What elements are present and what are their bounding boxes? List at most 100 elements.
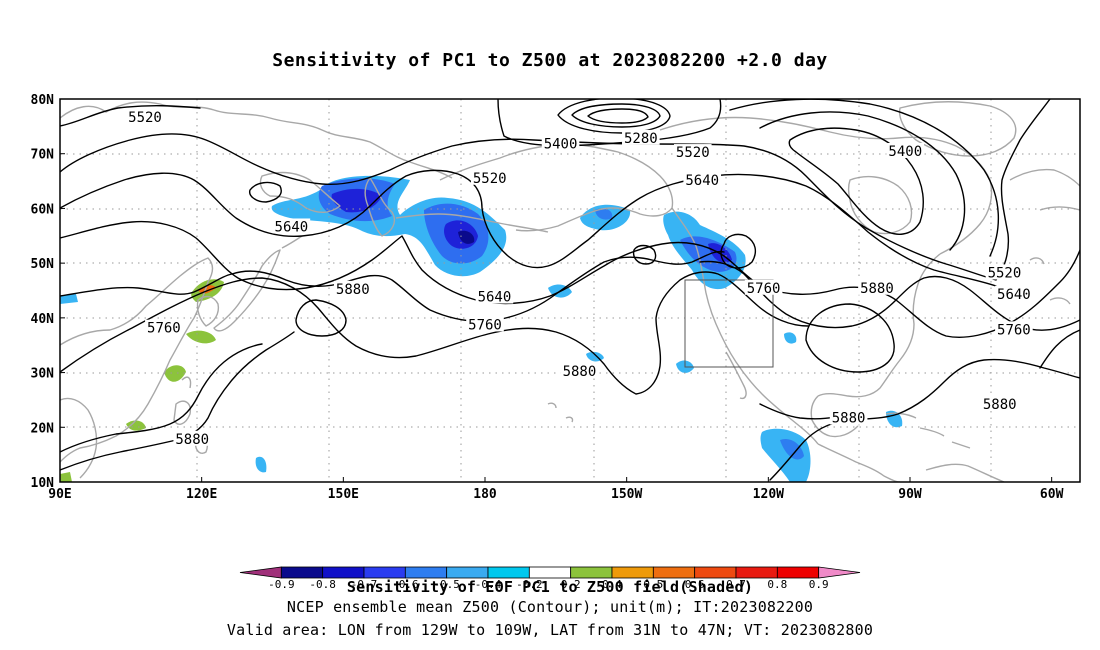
contour-label: 5520 <box>988 265 1022 281</box>
coastlines <box>60 101 1080 482</box>
colorbar-swatch <box>239 566 282 579</box>
axis-labels: 90E 120E 150E 180 150W 120W 90W 60W 10N 20N 30N 40N… <box>31 93 1064 502</box>
x-tick-label: 120W <box>753 487 784 502</box>
contour-label: 5640 <box>275 219 309 235</box>
contour-label: 5280 <box>624 131 658 147</box>
contour-label: 5640 <box>685 173 719 189</box>
contour-label: 5880 <box>336 282 370 298</box>
coast-china-east <box>60 257 214 463</box>
coast-alaska <box>439 143 674 232</box>
colorbar-tick-label: -0.4 <box>475 578 502 591</box>
contour-labels: 5520 5400 5280 5520 5520 5640 5400 5640 5880 5640… <box>126 109 1033 448</box>
colorbar-tick-label: -0.8 <box>309 578 336 591</box>
contour-label-bg <box>995 285 1033 301</box>
contour-label-bg <box>980 395 1019 411</box>
colorbar-swatch <box>694 566 737 579</box>
grid-lines <box>60 99 1080 482</box>
contour-label-bg <box>145 319 183 335</box>
shade-pacific-northwest <box>271 175 507 277</box>
y-tick-label: 80N <box>31 93 55 108</box>
colorbar-swatch <box>776 566 820 579</box>
colorbar-swatch <box>818 566 861 579</box>
coast-caribbean <box>885 412 971 449</box>
coast-atlantic-islands <box>1029 257 1071 305</box>
contour-5880-florida <box>1039 329 1080 369</box>
y-tick-label: 10N <box>31 476 55 491</box>
coast-hudson-bay <box>847 175 913 235</box>
contour-label: 5760 <box>468 317 502 333</box>
contour-label-bg <box>985 264 1024 280</box>
contour-label: 5640 <box>478 290 512 306</box>
coast-central-america <box>817 443 901 482</box>
colorbar-tick-label: 0.4 <box>602 578 622 591</box>
colorbar-swatch <box>611 566 654 579</box>
contour-label: 5400 <box>544 136 578 152</box>
contour-label-bg <box>622 129 660 145</box>
x-tick-label: 150W <box>611 487 642 502</box>
colorbar-tick-label: 0.8 <box>767 578 787 591</box>
coast-okhotsk <box>259 171 341 213</box>
contour-label: 5880 <box>860 281 894 297</box>
coast-canada-arctic <box>659 116 993 255</box>
caption-valid-area: Valid area: LON from 129W to 109W, LAT f… <box>226 621 874 639</box>
x-tick-label: 60W <box>1040 487 1064 502</box>
sensitivity-shading <box>60 175 903 482</box>
colorbar-tick-label: 0.7 <box>726 578 746 591</box>
contour-5400-canada-outer <box>759 111 966 251</box>
coast-gulf-mexico <box>810 395 859 438</box>
contour-label-bg <box>744 279 783 295</box>
contour-label: 5520 <box>676 145 710 161</box>
y-tick-label: 20N <box>31 421 55 436</box>
x-tick-label: 90E <box>48 487 71 502</box>
contour-5880-subtropical <box>769 358 1080 481</box>
colorbar-swatch <box>487 566 530 579</box>
contour-label-bg <box>466 316 504 332</box>
colorbar-tick-label: -0.5 <box>433 578 460 591</box>
colorbar-swatch <box>446 566 489 579</box>
contour-5880-low-wave <box>60 271 809 395</box>
contour-5280-ring-1 <box>557 99 671 134</box>
x-tick-label: 150E <box>328 487 359 502</box>
contour-label: 5880 <box>832 410 866 426</box>
colorbar-swatch <box>570 566 613 579</box>
y-tick-label: 60N <box>31 202 55 217</box>
colorbar-tick-label: -0.2 <box>516 578 543 591</box>
contour-label-bg <box>173 430 212 446</box>
contour-label-bg <box>995 321 1033 337</box>
coast-newfoundland-europe <box>1009 168 1080 211</box>
x-tick-label: 120E <box>186 487 217 502</box>
contour-label: 5640 <box>997 287 1031 303</box>
figure-title: Sensitivity of PC1 to Z500 at 2023082200… <box>272 50 828 71</box>
contour-label: 5520 <box>128 110 162 126</box>
contour-label: 5520 <box>473 171 507 187</box>
coast-south-america <box>925 463 1005 482</box>
contour-5640-closed-west <box>249 181 282 203</box>
contour-5880-wave <box>60 250 725 322</box>
contour-label: 5880 <box>983 397 1017 413</box>
coast-vietnam-sea <box>60 397 98 479</box>
contour-label-bg <box>886 142 925 158</box>
colorbar-swatch <box>404 566 448 579</box>
contour-5520-northwest <box>60 104 201 127</box>
x-tick-label: 90W <box>898 487 922 502</box>
contour-5400-canada-ring <box>788 127 924 235</box>
y-tick-label: 50N <box>31 257 55 272</box>
contour-label-bg <box>829 409 868 425</box>
coast-kamchatka <box>364 177 396 237</box>
y-tick-label: 70N <box>31 148 55 163</box>
colorbar-swatch <box>280 566 324 579</box>
colorbar-swatch <box>322 566 365 579</box>
coast-north-america-west <box>671 207 819 445</box>
coast-na-east <box>817 253 941 398</box>
coast-siberia-arctic <box>60 101 453 179</box>
contour-5880-west-pacific-2 <box>60 343 263 453</box>
caption-contour: NCEP ensemble mean Z500 (Contour); unit(… <box>286 598 814 616</box>
colorbar-swatch <box>652 566 696 579</box>
contour-label-bg <box>683 171 722 187</box>
contour-5640-closed-pacnw <box>720 233 757 269</box>
y-tick-label: 40N <box>31 312 55 327</box>
colorbar-swatch <box>735 566 778 579</box>
contour-label: 5760 <box>147 321 181 337</box>
colorbar-swatch <box>528 566 572 579</box>
